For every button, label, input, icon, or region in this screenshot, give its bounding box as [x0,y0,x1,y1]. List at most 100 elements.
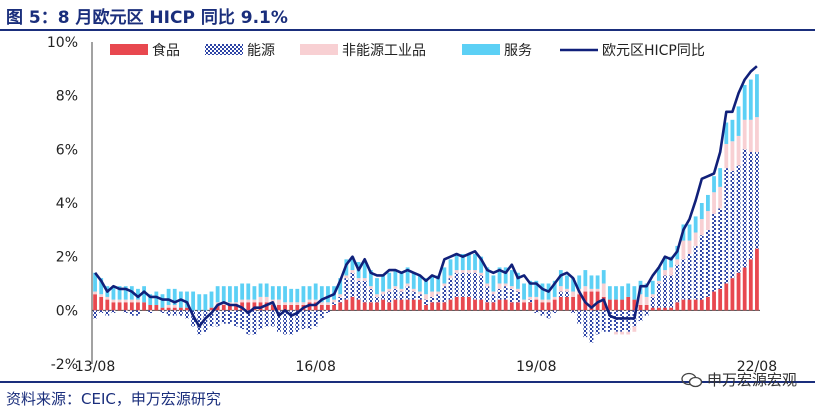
nonenergy-bar [595,288,600,292]
chart-area: 10% 8% 6% 4% 2% 0% -2% 13/08 16/08 19/08 22/08 食品… [47,35,777,375]
services-bar [307,286,312,300]
nonenergy-bar [509,286,514,289]
energy-bar [301,310,306,330]
nonenergy-bar [417,291,422,295]
energy-bar [129,310,134,316]
nonenergy-bar [706,211,710,230]
services-bar [191,291,196,311]
food-bar [209,307,214,311]
food-bar [748,259,753,311]
food-bar [350,296,355,311]
food-bar [546,302,551,311]
energy-bar [552,310,557,314]
legend-food-swatch [110,44,148,55]
nonenergy-bar [626,331,631,335]
stacked-bars [93,74,759,343]
food-bar [215,304,220,311]
nonenergy-bar [93,291,97,295]
services-bar [375,278,379,295]
nonenergy-bar [712,192,716,214]
energy-bar [607,310,612,332]
services-bar [473,253,477,271]
energy-bar [614,310,618,332]
hicp-line-group [94,65,758,328]
energy-bar [742,149,747,268]
food-bar [656,307,661,311]
chart-title: 图 5：8 月欧元区 HICP 同比 9.1% [6,8,288,28]
services-bar [411,272,416,289]
energy-bar [381,294,386,300]
nonenergy-bar [350,270,355,273]
nonenergy-bar [356,278,361,281]
nonenergy-bar [136,299,140,303]
energy-bar [424,299,428,305]
food-bar [105,299,110,311]
nonenergy-bar [497,283,502,289]
services-bar [424,278,428,295]
food-bar [393,299,398,311]
nonenergy-bar [663,270,667,276]
food-bar [399,299,404,311]
x-axis-labels: 13/08 16/08 19/08 22/08 [75,359,777,375]
nonenergy-bar [589,288,594,292]
energy-bar [234,310,238,327]
services-bar [528,280,533,297]
services-bar [712,176,716,193]
energy-bar [197,310,202,335]
energy-bar [675,264,680,303]
energy-bar [706,229,710,297]
food-bar [326,304,330,311]
services-bar [387,272,392,289]
nonenergy-bar [742,119,747,150]
energy-bar [724,168,729,284]
energy-bar [368,288,373,303]
energy-bar [748,152,753,260]
services-bar [326,286,330,303]
legend-food-label: 食品 [152,42,180,59]
nonenergy-bar [99,294,104,297]
food-bar [117,302,122,311]
y-tick-label: 0% [56,303,78,319]
services-bar [277,286,281,300]
energy-bar [221,310,226,324]
energy-bar [546,310,551,319]
nonenergy-bar [736,135,741,166]
food-bar [178,307,183,311]
energy-bar [534,310,539,314]
energy-bar [479,275,484,300]
nonenergy-bar [687,240,692,254]
services-bar [185,291,189,308]
nonenergy-bar [601,283,606,297]
energy-bar [503,286,508,300]
services-bar [718,168,723,187]
energy-bar [307,310,312,330]
nonenergy-bar [234,302,238,305]
food-bar [644,304,649,311]
energy-bar [215,310,220,327]
energy-bar [264,310,269,327]
energy-bar [736,165,741,273]
legend-services-label: 服务 [504,43,532,59]
services-bar [509,270,514,287]
nonenergy-bar [644,296,649,305]
services-bar [706,194,710,212]
food-bar [368,302,373,311]
y-tick-label: 2% [56,250,78,266]
legend-nonenergy-swatch [300,44,338,55]
energy-bar [638,310,643,322]
food-bar [638,304,643,311]
food-bar [295,304,300,311]
x-tick-label: 13/08 [75,359,115,375]
nonenergy-bar [393,286,398,289]
services-bar [142,286,146,303]
services-bar [687,224,692,241]
energy-bar [123,310,128,314]
services-bar [399,272,404,289]
food-bar [718,288,723,311]
energy-bar [344,278,349,300]
nonenergy-bar [466,270,471,273]
nonenergy-bar [246,299,251,303]
energy-bar [326,310,330,314]
food-bar [338,302,343,311]
food-bar [742,267,747,311]
